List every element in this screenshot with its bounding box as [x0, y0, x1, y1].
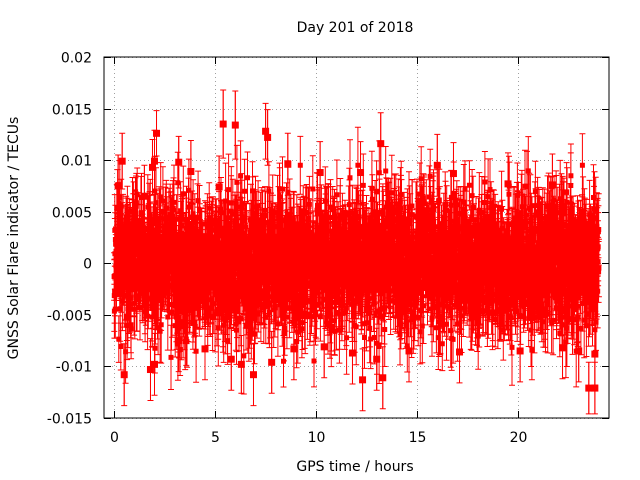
outlier-point: [591, 384, 599, 392]
outlier-point: [359, 376, 367, 384]
outlier-point: [357, 169, 365, 177]
x-tick-label: 15: [409, 430, 427, 446]
chart-title: Day 201 of 2018: [297, 20, 414, 36]
outlier-point: [559, 344, 567, 352]
outlier-point: [249, 371, 257, 379]
y-tick-label: 0.005: [52, 206, 92, 222]
outlier-point: [373, 355, 381, 363]
outlier-point: [548, 181, 556, 189]
outlier-point: [231, 121, 239, 129]
outlier-point: [140, 192, 148, 200]
plot-frame: [103, 56, 610, 419]
outlier-point: [215, 183, 223, 191]
outlier-point: [379, 374, 387, 382]
data-series: [111, 89, 602, 415]
outlier-point: [187, 167, 195, 175]
y-tick-label: -0.01: [56, 360, 92, 376]
x-axis-label: GPS time / hours: [296, 459, 413, 475]
y-axis-label: GNSS Solar Flare indicator / TECUs: [6, 117, 22, 360]
outlier-point: [114, 182, 122, 190]
outlier-point: [148, 163, 156, 171]
outlier-point: [284, 160, 292, 168]
y-tick-label: -0.005: [47, 309, 92, 325]
x-tick-label: 20: [510, 430, 528, 446]
outlier-point: [175, 158, 183, 166]
outlier-point: [449, 170, 457, 178]
outlier-point: [585, 384, 593, 392]
axis-ticks: [104, 57, 609, 419]
outlier-point: [262, 127, 270, 135]
outlier-point: [316, 169, 324, 177]
y-tick-label: 0.015: [52, 103, 92, 119]
outlier-point: [151, 157, 158, 165]
x-tick-label: 5: [211, 430, 220, 446]
data-points: [111, 121, 602, 391]
y-tick-label: 0.02: [61, 51, 92, 67]
x-tick-label: 10: [308, 430, 326, 446]
outlier-point: [348, 349, 356, 357]
outlier-point: [146, 366, 154, 374]
outlier-point: [433, 161, 441, 169]
outlier-point: [118, 157, 126, 165]
outlier-point: [237, 360, 245, 368]
outlier-point: [591, 350, 599, 358]
outlier-point: [504, 180, 512, 188]
x-tick-label: 0: [110, 430, 119, 446]
y-tick-label: 0.01: [61, 154, 92, 170]
outlier-point: [153, 129, 161, 137]
outlier-point: [320, 343, 328, 351]
outlier-point: [516, 347, 524, 355]
y-tick-label: -0.015: [47, 412, 92, 428]
outlier-point: [405, 347, 413, 355]
outlier-point: [377, 140, 385, 148]
y-tick-label: 0: [83, 257, 92, 273]
outlier-point: [151, 360, 158, 368]
outlier-point: [268, 358, 276, 366]
outlier-point: [456, 348, 464, 356]
tick-labels: 0 5 10 15 20 -0.015 -0.01 -0.005 0 0.005 0.01 0.015…: [47, 51, 528, 447]
outlier-point: [290, 345, 298, 353]
outlier-point: [264, 133, 272, 141]
outlier-point: [120, 371, 128, 379]
outlier-point: [227, 355, 235, 363]
outlier-point: [175, 337, 183, 345]
outlier-point: [219, 120, 227, 128]
outlier-point: [201, 345, 209, 353]
outlier-point: [575, 347, 583, 355]
